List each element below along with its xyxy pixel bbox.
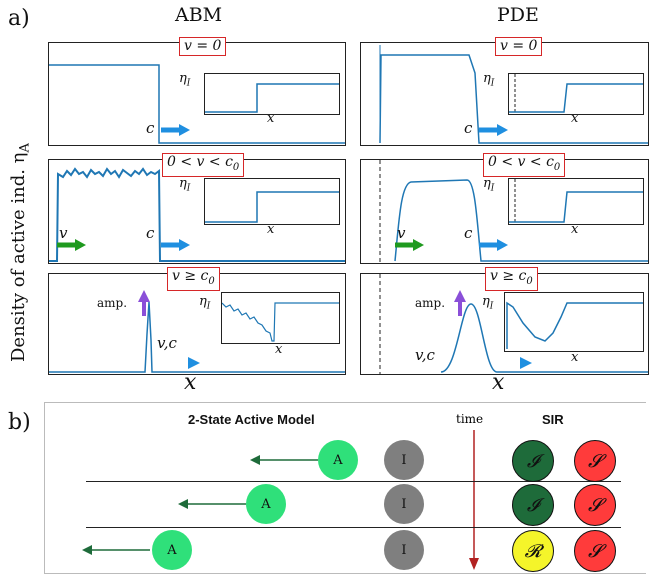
abm-curve-row-1 [49, 64, 345, 144]
inset-xlabel-row-3: x [275, 342, 283, 357]
inset-xlabel-pde: x [571, 111, 579, 126]
label-amp: amp. [97, 296, 128, 310]
inset-ylabel-pde: ηI [483, 71, 495, 89]
abm-curve-row-2 [49, 167, 345, 262]
lane-divider-1 [86, 481, 621, 482]
inset-eta-i-row-1 [204, 73, 340, 115]
panel-a-letter: a) [8, 6, 30, 31]
arrow-vc-right [157, 357, 200, 369]
arrow-c-right-pde [479, 124, 508, 136]
inset-ylabel: ηI [179, 71, 191, 89]
amp-up-arrow [138, 290, 150, 316]
condition-tag-row-1: v = 0 [179, 37, 227, 56]
inset-eta-i-row-2 [204, 178, 340, 225]
column-title-pde: PDE [497, 4, 539, 26]
movement-arrow-row-2 [178, 499, 246, 509]
x-axis-label-abm: x [184, 370, 197, 395]
inset-ylabel-pde-row-2: ηI [483, 176, 495, 194]
sir-state-s-row-1: 𝓢 [574, 440, 616, 482]
inset-ylabel-row-3: ηI [199, 294, 211, 312]
arrow-vc-right-pde [489, 357, 532, 369]
inset-ylabel-row-2: ηI [179, 176, 191, 194]
sir-title: SIR [542, 412, 564, 427]
abm-plot-row-2: 0 < v < c0 v c ηI x [48, 153, 346, 264]
y-axis-label: Density of active ind. ηA [8, 143, 33, 362]
inset-eta-i-pde-row-3 [504, 292, 644, 352]
pde-plot-row-2: 0 < v < c0 v c ηI x [360, 153, 649, 264]
arrow-v-right [57, 239, 86, 251]
inset-xlabel-row-2: x [267, 222, 275, 237]
label-c-row-2: c [146, 224, 155, 242]
sir-state-s-row-3: 𝓢 [574, 530, 616, 572]
condition-tag-pde-row-3: v ≥ c0 [485, 267, 538, 291]
active-agent-row-2: A [246, 484, 286, 524]
sir-state-i-row-2: 𝓘 [512, 484, 554, 526]
inset-xlabel-pde-row-2: x [571, 222, 579, 237]
sir-state-s-row-2: 𝓢 [574, 484, 616, 526]
amp-up-arrow-pde [454, 290, 466, 316]
inactive-agent-row-2: I [384, 484, 424, 524]
panel-b-letter: b) [8, 410, 31, 435]
inset-xlabel: x [267, 111, 275, 126]
inset-eta-i-pde-row-1 [508, 73, 644, 115]
pde-curve-row-1 [379, 45, 648, 144]
column-title-abm: ABM [175, 4, 223, 26]
pde-plot-row-3: v ≥ c0 amp. v,c ηI x [360, 267, 649, 375]
condition-tag-row-3: v ≥ c0 [167, 267, 220, 291]
label-c: c [146, 119, 155, 137]
label-v-pde: v [397, 224, 406, 242]
pde-curve-row-2 [379, 160, 648, 263]
movement-arrow-row-3 [82, 545, 150, 555]
arrow-v-right-pde [395, 239, 424, 251]
x-axis-label-pde: x [492, 370, 505, 395]
abm-plot-row-3: v ≥ c0 amp. v,c ηI x [48, 267, 346, 375]
sir-state-i-row-1: 𝓘 [512, 440, 554, 482]
time-arrow [469, 430, 479, 570]
arrow-c-right [161, 124, 190, 136]
abm-plot-row-1: v = 0 c ηI x [48, 37, 346, 146]
movement-arrow-row-1 [250, 455, 318, 465]
time-label: time [456, 412, 484, 426]
arrow-c-right-pde-row-2 [479, 239, 508, 251]
pde-plot-row-1: v = 0 c ηI x [360, 37, 649, 146]
label-v: v [59, 224, 68, 242]
inactive-agent-row-3: I [384, 530, 424, 570]
active-agent-row-3: A [152, 530, 192, 570]
condition-tag-pde-row-2: 0 < v < c0 [483, 153, 566, 177]
lane-divider-2 [86, 527, 621, 528]
model-title: 2-State Active Model [188, 412, 315, 427]
label-v-c: v,c [157, 334, 177, 352]
label-c-pde: c [464, 119, 473, 137]
inset-eta-i-pde-row-2 [508, 178, 644, 225]
condition-tag-row-2: 0 < v < c0 [162, 153, 245, 177]
sir-state-r-row-3: 𝓡 [512, 530, 554, 572]
inactive-agent-row-1: I [384, 440, 424, 480]
inset-xlabel-pde-row-3: x [571, 350, 579, 365]
label-amp-pde: amp. [415, 296, 446, 310]
label-v-c-pde: v,c [415, 346, 435, 364]
active-agent-row-1: A [318, 440, 358, 480]
inset-eta-i-row-3 [221, 292, 340, 344]
label-c-pde-row-2: c [464, 224, 473, 242]
arrow-c-right-row-2 [161, 239, 190, 251]
condition-tag-pde-row-1: v = 0 [495, 37, 543, 56]
inset-ylabel-pde-row-3: ηI [482, 294, 494, 312]
